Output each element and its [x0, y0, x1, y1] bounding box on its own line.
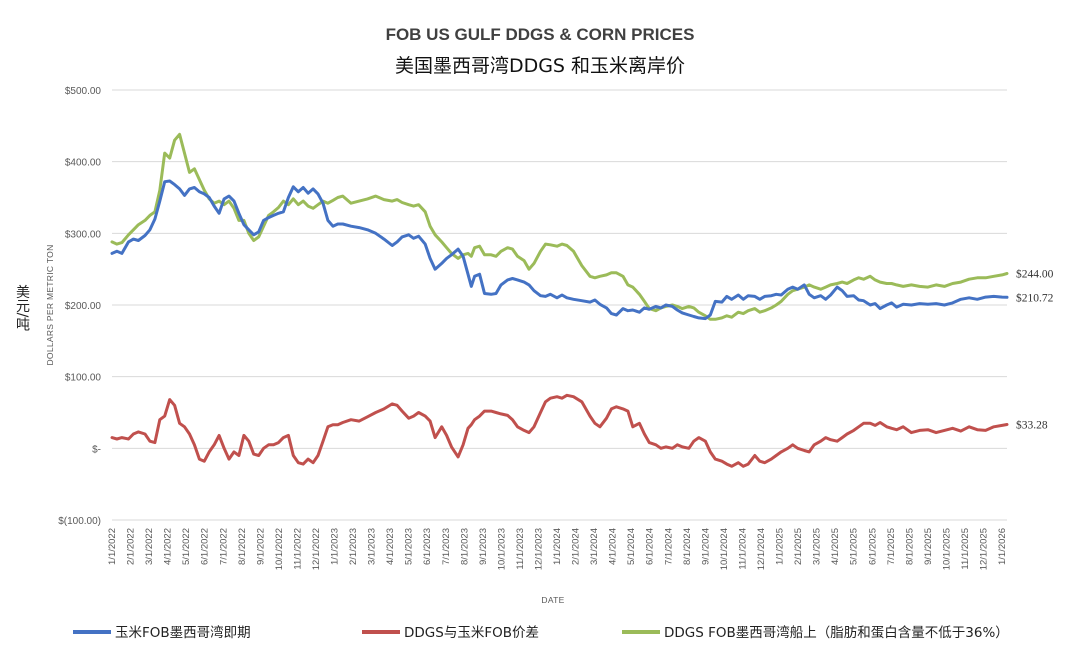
x-tick-label: 6/1/2025 — [867, 528, 878, 565]
legend-label: DDGS与玉米FOB价差 — [404, 625, 539, 641]
x-tick-labels: 1/1/2022 2/1/2022 3/1/2022 4/1/2022 5/1/2022… — [107, 528, 1008, 570]
x-tick-label: 10/1/2025 — [941, 528, 952, 570]
x-tick-label: 7/1/2024 — [663, 528, 674, 565]
x-tick-label: 12/1/2023 — [533, 528, 544, 570]
x-tick-label: 9/1/2025 — [923, 528, 934, 565]
x-tick-label: 6/1/2023 — [422, 528, 433, 565]
x-tick-label: 1/1/2024 — [552, 528, 563, 565]
x-tick-label: 1/1/2022 — [107, 528, 118, 565]
x-tick-label: 10/1/2023 — [496, 528, 507, 570]
x-tick-label: 8/1/2024 — [682, 528, 693, 565]
x-tick-label: 1/1/2023 — [330, 528, 341, 565]
x-tick-label: 4/1/2024 — [608, 528, 619, 565]
y-tick-label: $500.00 — [65, 86, 102, 97]
x-tick-label: 12/1/2024 — [756, 528, 767, 570]
x-tick-label: 5/1/2025 — [849, 528, 860, 565]
x-tick-label: 11/1/2023 — [515, 528, 526, 570]
y-tick-label: $200.00 — [65, 301, 102, 312]
x-tick-label: 8/1/2023 — [459, 528, 470, 565]
x-tick-label: 2/1/2022 — [126, 528, 137, 565]
x-tick-label: 8/1/2022 — [237, 528, 248, 565]
y-axis-label: DOLLARS PER METRIC TON — [45, 244, 55, 365]
x-tick-label: 7/1/2022 — [218, 528, 229, 565]
legend-label: 玉米FOB墨西哥湾即期 — [115, 624, 251, 641]
x-tick-label: 3/1/2023 — [367, 528, 378, 565]
series-end-label: $210.72 — [1016, 291, 1054, 304]
x-tick-label: 5/1/2023 — [404, 528, 415, 565]
x-tick-label: 6/1/2022 — [200, 528, 211, 565]
x-tick-label: 9/1/2023 — [478, 528, 489, 565]
chart-subtitle: 美国墨西哥湾DDGS 和玉米离岸价 — [395, 55, 685, 77]
y-tick-labels: $(100.00) $- $100.00 $200.00 $300.00 $400.00 $… — [58, 86, 101, 527]
x-tick-label: 11/1/2024 — [737, 528, 748, 570]
series-line — [110, 393, 1009, 468]
x-tick-label: 2/1/2025 — [793, 528, 804, 565]
x-tick-label: 8/1/2025 — [904, 528, 915, 565]
x-tick-label: 7/1/2025 — [886, 528, 897, 565]
series-line — [110, 179, 1009, 321]
x-tick-label: 9/1/2024 — [700, 528, 711, 565]
x-tick-label: 12/1/2025 — [979, 528, 990, 570]
series-group — [110, 132, 1009, 468]
x-tick-label: 1/1/2025 — [775, 528, 786, 565]
x-tick-label: 3/1/2024 — [589, 528, 600, 565]
x-tick-label: 4/1/2022 — [163, 528, 174, 565]
chart-title: FOB US GULF DDGS & CORN PRICES — [386, 25, 695, 44]
x-tick-label: 4/1/2025 — [830, 528, 841, 565]
y-tick-label: $400.00 — [65, 158, 102, 169]
x-tick-label: 5/1/2022 — [181, 528, 192, 565]
x-tick-label: 10/1/2024 — [719, 528, 730, 570]
legend-label: DDGS FOB墨西哥湾船上（脂肪和蛋白含量不低于36%） — [664, 624, 1009, 641]
series-end-label: $244.00 — [1016, 267, 1054, 280]
y-tick-label: $(100.00) — [58, 516, 101, 527]
y-tick-label: $100.00 — [65, 373, 102, 384]
x-tick-label: 1/1/2026 — [997, 528, 1008, 565]
legend: 玉米FOB墨西哥湾即期 DDGS与玉米FOB价差 DDGS FOB墨西哥湾船上（脂肪… — [73, 624, 1009, 641]
x-tick-label: 11/1/2022 — [292, 528, 303, 570]
x-tick-label: 2/1/2024 — [571, 528, 582, 565]
x-tick-label: 9/1/2022 — [255, 528, 266, 565]
y-tick-label: $- — [92, 444, 101, 455]
x-tick-label: 7/1/2023 — [441, 528, 452, 565]
x-tick-label: 3/1/2025 — [812, 528, 823, 565]
x-tick-label: 4/1/2023 — [385, 528, 396, 565]
x-tick-label: 10/1/2022 — [274, 528, 285, 570]
y-tick-label: $300.00 — [65, 229, 102, 240]
end-labels: $210.72 $33.28 $244.00 — [1016, 267, 1054, 431]
x-tick-label: 5/1/2024 — [626, 528, 637, 565]
x-tick-label: 3/1/2022 — [144, 528, 155, 565]
unit-label: 美元/吨 — [14, 285, 30, 332]
x-tick-label: 2/1/2023 — [348, 528, 359, 565]
x-tick-label: 6/1/2024 — [645, 528, 656, 565]
x-tick-label: 12/1/2022 — [311, 528, 322, 570]
x-tick-label: 11/1/2025 — [960, 528, 971, 570]
series-end-label: $33.28 — [1016, 418, 1048, 431]
x-axis-label: DATE — [541, 595, 564, 605]
